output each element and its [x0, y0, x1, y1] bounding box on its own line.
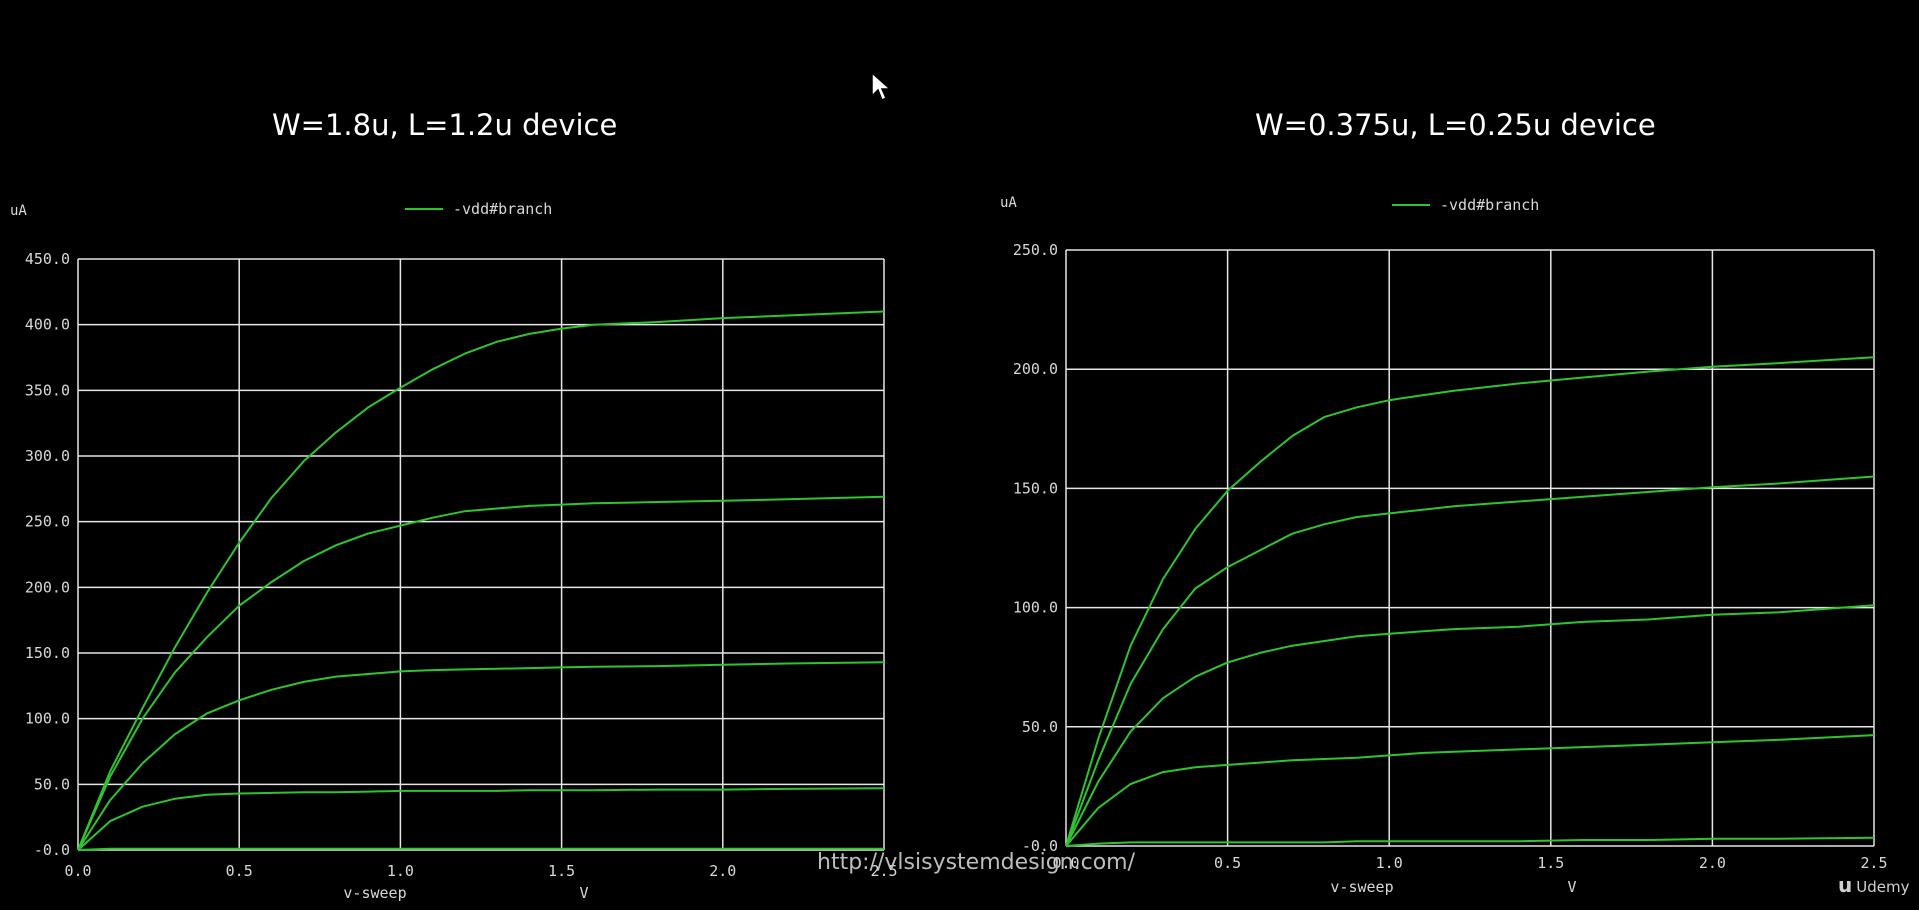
x-tick-label: 1.0 — [387, 862, 414, 880]
y-tick-label: 400.0 — [25, 316, 70, 334]
chart-1: -0.0 50.0 100.0 150.0 200.0 250.0 0.0 0.5 1.0 1.5… — [1000, 195, 1888, 896]
series-line-2 — [77, 661, 885, 851]
y-tick-label: 200.0 — [1013, 360, 1058, 378]
udemy-logo-icon: u — [1838, 873, 1853, 897]
x-tick-label: 2.5 — [1860, 854, 1887, 872]
x-axis-unit-label: V — [1567, 878, 1576, 896]
y-tick-label: -0.0 — [1022, 837, 1058, 855]
x-tick-label: 1.0 — [1376, 854, 1403, 872]
x-axis-label: v-sweep — [1330, 878, 1393, 896]
y-tick-label: 150.0 — [1013, 479, 1058, 497]
x-tick-label: 1.5 — [1537, 854, 1564, 872]
y-tick-label: -0.0 — [34, 841, 70, 859]
y-tick-label: 200.0 — [25, 578, 70, 596]
y-tick-label: 150.0 — [25, 644, 70, 662]
x-tick-label: 2.0 — [1699, 854, 1726, 872]
legend-label: -vdd#branch — [453, 200, 552, 218]
legend-label: -vdd#branch — [1440, 196, 1539, 214]
x-axis-label: v-sweep — [343, 884, 406, 902]
x-tick-label: 2.5 — [870, 862, 897, 880]
series-line-3 — [1065, 475, 1875, 847]
watermark-url: http://vlsisystemdesign.com/ — [817, 850, 1136, 875]
y-tick-label: 250.0 — [1013, 241, 1058, 259]
mouse-pointer-icon — [871, 71, 892, 106]
x-tick-label: 2.0 — [709, 862, 736, 880]
y-tick-label: 250.0 — [25, 513, 70, 531]
y-tick-label: 450.0 — [25, 250, 70, 268]
x-tick-label: 0.0 — [1052, 854, 1079, 872]
chart-0: -0.0 50.0 100.0 150.0 200.0 250.0 300.0 350.0 40… — [10, 200, 898, 902]
y-axis-unit-label: uA — [1000, 195, 1017, 211]
chart-title-right: W=0.375u, L=0.25u device — [1255, 108, 1656, 142]
x-tick-label: 0.5 — [226, 862, 253, 880]
y-tick-label: 300.0 — [25, 447, 70, 465]
series-line-0 — [77, 847, 884, 851]
series-line-4 — [77, 310, 885, 851]
x-tick-label: 0.0 — [64, 862, 91, 880]
brand-name: Udemy — [1856, 878, 1910, 896]
series-line-1 — [77, 787, 885, 851]
x-tick-label: 1.5 — [548, 862, 575, 880]
series-line-2 — [1065, 604, 1875, 847]
y-tick-label: 350.0 — [25, 381, 70, 399]
series-line-1 — [1065, 734, 1875, 847]
x-tick-label: 0.5 — [1214, 854, 1241, 872]
brand-logo: u Udemy — [1838, 873, 1909, 897]
series-line-0 — [1065, 836, 1875, 847]
series-line-3 — [77, 495, 885, 851]
y-tick-label: 50.0 — [34, 775, 70, 793]
x-axis-unit-label: V — [579, 884, 588, 902]
series-line-4 — [1065, 356, 1875, 847]
y-axis-unit-label: uA — [10, 203, 27, 219]
y-tick-label: 100.0 — [25, 710, 70, 728]
y-tick-label: 50.0 — [1022, 718, 1058, 736]
y-tick-label: 100.0 — [1013, 599, 1058, 617]
chart-title-left: W=1.8u, L=1.2u device — [272, 108, 618, 142]
